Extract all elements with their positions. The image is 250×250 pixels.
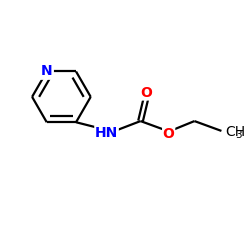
Text: 3: 3 xyxy=(235,130,242,140)
Text: N: N xyxy=(41,64,52,78)
Text: O: O xyxy=(163,127,174,141)
Text: O: O xyxy=(140,86,152,100)
Text: CH: CH xyxy=(226,125,246,139)
Text: HN: HN xyxy=(95,126,118,140)
